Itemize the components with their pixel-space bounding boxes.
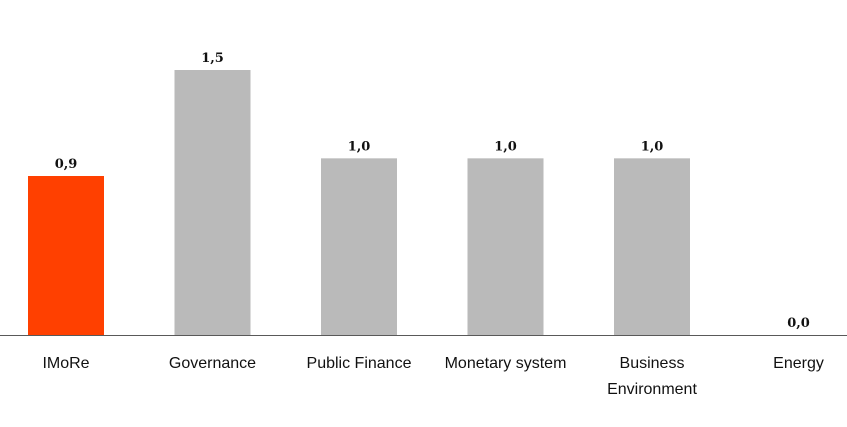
category-label-0: IMoRe	[42, 355, 89, 372]
bar-value-label-2: 1,0	[348, 139, 371, 154]
bar-3	[467, 158, 544, 335]
bar-value-label-0: 0,9	[55, 157, 78, 172]
bar-value-label-5: 0,0	[787, 316, 810, 331]
bar-1	[174, 70, 251, 335]
category-label-3: Monetary system	[445, 355, 567, 372]
category-label-5: Energy	[773, 355, 824, 372]
category-label-2: Public Finance	[307, 355, 412, 372]
bars-group	[28, 70, 690, 335]
category-label-line: Environment	[607, 381, 697, 398]
category-labels-group: IMoRe Governance Public Finance Monetary sy…	[42, 355, 823, 398]
bar-2	[321, 158, 397, 335]
bar-value-label-4: 1,0	[641, 139, 664, 154]
category-label-line: Public Finance	[307, 355, 412, 372]
category-label-line: IMoRe	[42, 355, 89, 372]
bar-value-label-1: 1,5	[201, 51, 224, 66]
category-label-1: Governance	[169, 355, 256, 372]
category-label-line: Energy	[773, 355, 824, 372]
value-labels-group: 0,9 1,5 1,0 1,0 1,0 0,0	[55, 51, 810, 331]
category-label-4: Business Environment	[607, 355, 697, 398]
bar-4	[614, 158, 690, 335]
category-label-line: Monetary system	[445, 355, 567, 372]
category-label-line: Governance	[169, 355, 256, 372]
bar-value-label-3: 1,0	[494, 139, 517, 154]
bar-0	[28, 176, 104, 335]
category-label-line: Business	[620, 355, 685, 372]
